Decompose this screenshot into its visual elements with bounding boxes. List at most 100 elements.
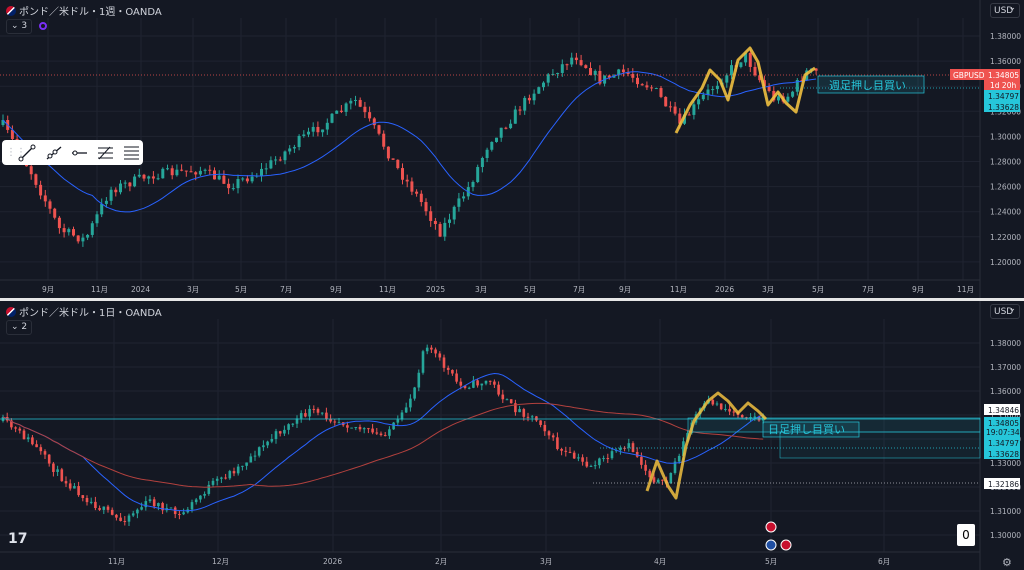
candle-up	[147, 176, 151, 179]
candle-down	[382, 133, 386, 147]
candle-down	[584, 65, 588, 68]
x-axis-tick-label: 5月	[765, 557, 777, 566]
candle-up	[194, 499, 198, 503]
weekly-indicator-dot-icon[interactable]	[39, 22, 47, 30]
candle-up	[203, 493, 206, 496]
settings-gear-icon[interactable]: ⚙	[1002, 556, 1012, 569]
candle-down	[43, 451, 47, 455]
candle-down	[123, 521, 127, 523]
candle-up	[409, 398, 412, 408]
candle-up	[100, 203, 104, 215]
level-tag-bg	[984, 437, 1020, 448]
y-axis-tick-label: 1.38000	[990, 339, 1021, 348]
x-axis-tick-label: 5月	[524, 285, 536, 294]
toolbar-grip-icon[interactable]: ⋮⋮	[6, 147, 26, 158]
candle-down	[429, 211, 433, 221]
weekly-indicator-collapse[interactable]: ⌄ 3	[6, 19, 33, 34]
horizontal-ray-icon[interactable]	[68, 143, 90, 163]
candle-up	[283, 151, 287, 161]
candle-down	[644, 464, 647, 471]
candle-up	[325, 122, 329, 130]
event-flag-uk-icon-2[interactable]	[780, 539, 792, 551]
candle-up	[715, 85, 719, 90]
daily-chart[interactable]: 1.380001.370001.360001.350001.340001.330…	[0, 301, 1024, 570]
candle-up	[140, 507, 143, 510]
candle-up	[697, 99, 701, 105]
candle-down	[391, 158, 395, 160]
candle-down	[180, 169, 184, 171]
candle-down	[442, 357, 446, 368]
pane-divider[interactable]	[0, 298, 1024, 301]
fib-icon[interactable]	[94, 143, 116, 163]
candle-up	[577, 457, 580, 459]
candle-up	[619, 447, 622, 451]
weekly-chart-pane[interactable]: 1.380001.360001.340001.320001.300001.280…	[0, 0, 1024, 298]
candle-down	[29, 166, 33, 175]
candle-down	[48, 201, 52, 209]
daily-symbol-title: ポンド／米ドル・1日・OANDA	[19, 308, 162, 319]
candle-down	[719, 403, 723, 410]
candle-down	[560, 448, 563, 451]
candle-down	[539, 420, 542, 425]
daily-chart-header[interactable]: ポンド／米ドル・1日・OANDA	[6, 304, 162, 319]
candle-down	[509, 399, 513, 404]
parallel-channel-icon[interactable]	[120, 143, 142, 163]
gbpusd-flag-icon-daily	[6, 306, 16, 317]
candle-down	[433, 220, 437, 225]
weekly-zone-box[interactable]	[817, 75, 925, 94]
daily-annotation-label: 日足押し目買い	[768, 422, 845, 436]
candle-up	[485, 149, 489, 158]
candle-up	[560, 64, 564, 73]
gbpusd-flag-icon	[6, 5, 16, 16]
weekly-currency-select[interactable]: USD	[990, 1, 1020, 18]
candle-down	[396, 159, 400, 169]
candle-down	[128, 182, 132, 187]
ray-icon[interactable]	[42, 143, 64, 163]
weekly-chart[interactable]: 1.380001.360001.340001.320001.300001.280…	[0, 0, 1024, 298]
trend-line-icon[interactable]	[16, 143, 38, 163]
highlight-zigzag-weekly[interactable]	[674, 46, 816, 134]
daily-level-tag-1: 1.34846	[988, 406, 1019, 415]
candle-up	[421, 351, 425, 373]
candle-down	[333, 421, 337, 423]
weekly-annotation-label: 週足押し目買い	[829, 78, 906, 92]
tradingview-logo-icon[interactable]: 17	[8, 531, 28, 547]
event-flag-us-icon[interactable]	[765, 539, 777, 551]
candle-up	[274, 159, 278, 161]
y-axis-tick-label: 1.38000	[990, 32, 1021, 41]
y-axis-tick-label: 1.31000	[990, 507, 1021, 516]
daily-zone-box-lower[interactable]	[779, 431, 981, 459]
x-axis-tick-label: 6月	[878, 557, 890, 566]
candle-up	[228, 471, 232, 479]
candle-down	[22, 430, 26, 440]
candle-down	[551, 435, 555, 438]
daily-currency-select[interactable]: USD	[990, 302, 1020, 319]
daily-indicator-collapse[interactable]: ⌄ 2	[6, 320, 33, 335]
candle-up	[786, 96, 790, 102]
candle-up	[490, 141, 494, 150]
candle-up	[203, 169, 207, 171]
zero-count-box[interactable]: 0	[957, 524, 975, 546]
drawing-toolbar[interactable]: ⋮⋮	[2, 140, 143, 165]
candle-up	[86, 234, 90, 238]
event-flag-uk-icon[interactable]	[765, 521, 777, 533]
candle-up	[295, 418, 299, 424]
highlight-zigzag-daily[interactable]	[645, 391, 768, 500]
candle-down	[184, 170, 188, 172]
weekly-chart-header[interactable]: ポンド／米ドル・1週・OANDA	[6, 3, 162, 18]
daily-annotation-box[interactable]	[762, 421, 860, 438]
candle-up	[396, 419, 400, 423]
candle-down	[514, 403, 517, 413]
candle-up	[593, 70, 597, 75]
candle-down	[68, 483, 72, 489]
candle-down	[386, 146, 390, 159]
x-axis-tick-label: 9月	[42, 285, 54, 294]
candle-down	[377, 125, 381, 134]
y-axis-tick-label: 1.28000	[990, 158, 1021, 167]
daily-chart-pane[interactable]: 1.380001.370001.360001.350001.340001.330…	[0, 301, 1024, 570]
candle-down	[645, 85, 649, 88]
candle-down	[35, 444, 38, 448]
candle-up	[127, 515, 131, 522]
candle-up	[231, 188, 235, 190]
candle-up	[598, 458, 601, 466]
